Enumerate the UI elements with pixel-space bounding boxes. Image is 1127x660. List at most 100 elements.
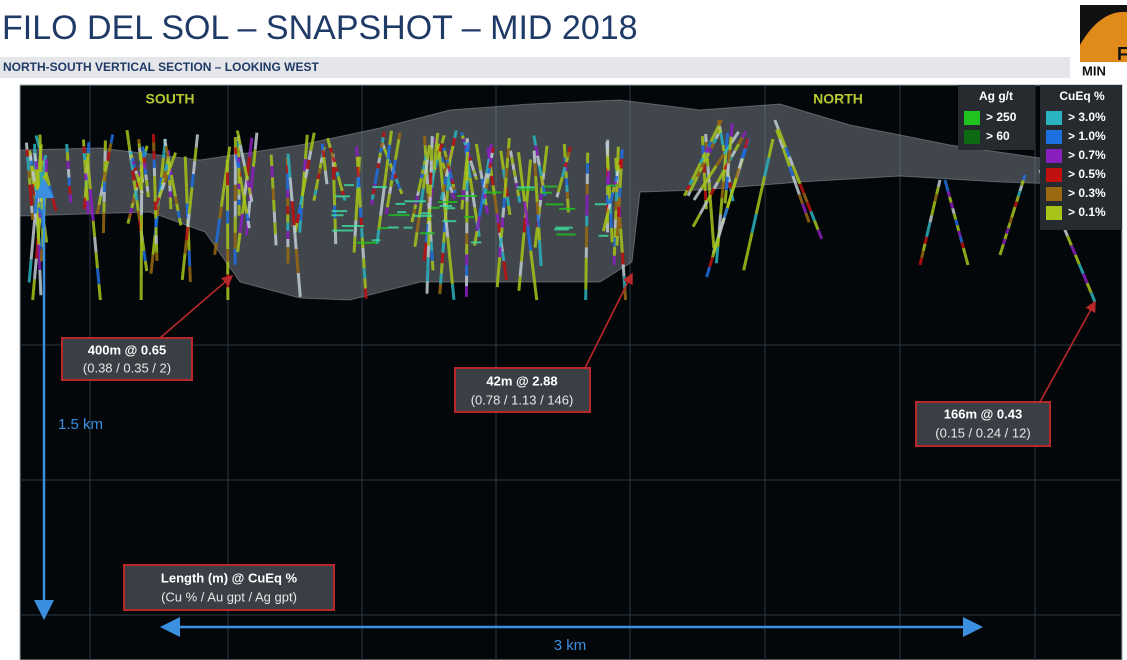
drill-segment [441,184,447,193]
drill-segment [523,201,530,227]
drill-segment [495,213,500,224]
drill-segment [240,183,245,192]
drill-segment [273,233,278,246]
drill-segment [538,199,543,208]
drill-segment [66,160,70,170]
drill-segment [737,136,744,145]
drill-segment [107,142,113,153]
drill-segment [311,132,316,143]
drill-segment [541,185,547,197]
drill-segment [388,130,393,146]
callout-3: 166m @ 0.43 (0.15 / 0.24 / 12) [915,300,1096,447]
drill-segment [439,191,445,201]
drill-segment [1015,195,1020,203]
drill-segment [723,189,728,204]
drill-segment [619,168,623,179]
drill-segment [95,204,101,215]
drill-segment [165,167,172,176]
drill-segment [499,227,504,238]
drill-segment [144,180,149,187]
drill-segment [449,174,453,179]
drill-segment [712,137,718,145]
drill-segment [302,159,307,172]
drill-segment [244,172,250,181]
drill-segment [338,181,343,187]
drill-segment [453,130,458,139]
drill-segment [1011,206,1017,213]
drill-segment [533,240,538,248]
drill-segment [35,167,41,191]
drill-segment [1077,263,1085,275]
drill-segment [42,154,48,176]
drill-segment [188,266,192,283]
callout-detail: (0.78 / 1.13 / 146) [471,392,574,407]
drill-segment [40,190,44,210]
drill-segment [272,211,277,223]
drill-segment [416,191,420,197]
drill-segment [728,187,735,199]
drill-segment [422,242,428,261]
drill-segment [730,149,737,158]
drill-segment [798,183,806,194]
drill-segment [286,153,292,178]
drill-segment [438,283,443,295]
drill-segment [30,165,35,172]
drill-segment [194,134,200,148]
drill-segment [304,134,309,148]
drill-segment [448,153,453,162]
drill-segment [534,188,539,202]
drill-segment [380,136,385,143]
drill-segment [692,187,703,201]
drill-segment [85,157,91,174]
legend-swatch [1046,187,1062,201]
drill-segment [1000,243,1005,251]
drill-segment [361,247,366,259]
drill-segment [392,159,397,167]
drill-segment [388,186,393,194]
drill-segment [382,173,388,188]
drill-segment [143,260,149,272]
drill-segment [176,210,181,219]
drill-segment [305,159,311,170]
drill-segment [36,219,41,245]
drill-segment [461,135,465,140]
drill-segment [538,240,542,254]
drill-segment [562,166,567,173]
drill-segment [1005,227,1010,235]
drill-segment [517,195,522,203]
drill-segment [297,204,303,215]
drill-segment [733,143,741,152]
drill-segment [605,142,610,157]
drill-segment [449,145,455,154]
drill-segment [715,153,726,167]
drill-segment [324,177,329,185]
drill-segment [775,129,782,140]
drill-segment [447,252,453,269]
drill-segment [474,175,479,180]
drill-segment [363,278,367,289]
drill-segment [618,178,623,188]
drill-segment [93,236,98,253]
drill-segment [716,175,723,183]
drill-segment [556,186,562,193]
drill-segment [463,141,467,146]
drill-segment [142,250,147,262]
drill-segment [90,204,95,222]
subtitle: NORTH-SOUTH VERTICAL SECTION – LOOKING W… [3,60,319,74]
drill-segment [614,175,619,182]
drill-segment [441,162,446,170]
legend-label: > 60 [986,129,1010,143]
drill-segment [1003,233,1009,240]
drill-segment [430,260,435,271]
drill-segment [804,212,811,223]
drill-segment [26,163,31,171]
drill-segment [728,136,733,151]
drill-segment [138,183,142,188]
drill-segment [358,207,363,218]
drill-segment [957,230,962,238]
drill-segment [440,134,446,144]
drill-segment [444,156,449,161]
drill-segment [712,130,718,137]
drill-segment [728,182,733,189]
drill-segment [719,132,724,140]
